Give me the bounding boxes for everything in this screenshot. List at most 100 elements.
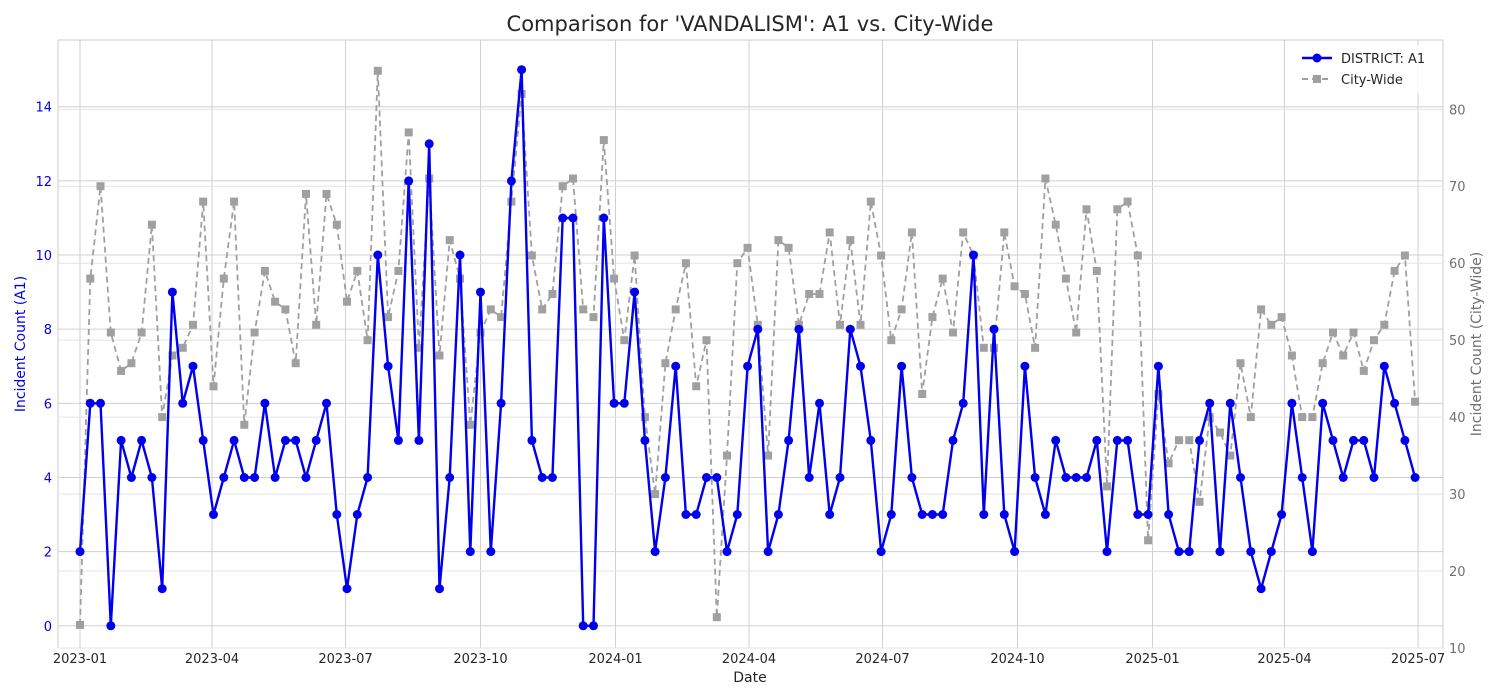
district-point <box>352 510 362 519</box>
city-wide-point <box>1339 351 1348 360</box>
city-wide-point <box>1380 320 1389 329</box>
city-wide-point <box>774 236 783 245</box>
district-point <box>250 473 260 482</box>
x-tick-label: 2023-04 <box>185 652 239 667</box>
district-point <box>619 398 629 408</box>
city-wide-point <box>240 420 249 429</box>
district-point <box>291 435 301 445</box>
district-point <box>1215 547 1225 557</box>
district-point <box>917 510 927 519</box>
city-wide-point <box>1051 220 1060 229</box>
city-wide-point <box>692 382 701 391</box>
district-point <box>75 547 85 557</box>
city-wide-point <box>1257 305 1266 314</box>
city-wide-point <box>445 236 454 245</box>
city-wide-point <box>702 336 711 345</box>
district-point <box>465 547 475 557</box>
district-point <box>1369 473 1379 482</box>
city-wide-point <box>538 305 547 314</box>
city-wide-point <box>1000 228 1009 237</box>
district-point <box>404 176 414 186</box>
district-point <box>1328 435 1338 445</box>
city-wide-point <box>1020 290 1029 298</box>
district-point <box>445 473 455 482</box>
district-point <box>332 510 342 519</box>
city-wide-point <box>599 136 608 145</box>
city-wide-point <box>949 328 957 337</box>
city-wide-point <box>743 243 752 252</box>
city-wide-point <box>620 336 629 345</box>
district-point <box>753 324 763 334</box>
city-wide-point <box>466 420 475 429</box>
city-wide-point <box>302 189 310 198</box>
district-point <box>1338 473 1348 482</box>
city-wide-point <box>640 413 649 422</box>
legend: DISTRICT: A1 City-Wide <box>1292 45 1438 93</box>
city-wide-point <box>846 236 855 245</box>
left-axis-label: Incident Count (A1) <box>13 276 29 412</box>
city-wide-point <box>106 328 115 337</box>
city-wide-point <box>189 320 197 329</box>
right-axis-ticks: 10 20 30 40 50 60 70 80 <box>1449 103 1466 657</box>
city-wide-point <box>1144 536 1153 545</box>
city-wide-point <box>548 290 557 298</box>
left-tick-label: 0 <box>44 620 52 635</box>
district-point <box>1020 361 1030 371</box>
plot-area <box>57 39 1444 649</box>
city-wide-point <box>384 313 393 322</box>
district-point <box>363 473 373 482</box>
city-wide-point <box>1359 366 1368 375</box>
district-point <box>239 473 249 482</box>
district-point <box>1287 398 1297 408</box>
city-wide-point <box>1185 436 1194 445</box>
legend-district-marker <box>1312 53 1322 63</box>
district-point <box>85 398 95 408</box>
district-point <box>660 473 670 482</box>
city-wide-point <box>137 328 146 337</box>
district-point <box>342 584 352 594</box>
city-wide-point <box>979 343 988 352</box>
city-wide-point <box>569 174 577 183</box>
left-tick-label: 4 <box>44 471 52 486</box>
left-tick-label: 10 <box>35 249 52 264</box>
city-wide-point <box>1390 266 1399 275</box>
city-wide-point <box>1061 274 1070 283</box>
left-tick-label: 12 <box>35 175 52 190</box>
left-tick-label: 14 <box>35 101 52 116</box>
city-wide-point <box>1308 413 1317 422</box>
district-point <box>1359 435 1369 445</box>
city-wide-point <box>209 382 218 391</box>
district-point <box>1102 547 1112 557</box>
city-wide-point <box>404 128 413 137</box>
right-tick-label: 60 <box>1449 257 1466 272</box>
district-point <box>393 435 403 445</box>
city-wide-point <box>497 313 506 322</box>
city-wide-point <box>86 274 95 283</box>
district-point <box>743 361 753 371</box>
district-point <box>979 510 989 519</box>
district-point <box>476 287 485 297</box>
right-tick-label: 20 <box>1449 565 1466 580</box>
district-point <box>280 435 290 445</box>
district-point <box>96 398 105 408</box>
district-point <box>167 287 177 297</box>
x-tick-label: 2024-04 <box>722 652 776 667</box>
x-tick-label: 2024-10 <box>990 652 1044 667</box>
city-wide-point <box>76 620 84 629</box>
district-point <box>1061 473 1071 482</box>
district-point <box>260 398 270 408</box>
city-wide-point <box>907 228 916 237</box>
city-wide-series <box>76 66 1420 629</box>
city-wide-point <box>96 182 105 191</box>
legend-city-marker <box>1313 75 1321 83</box>
district-point <box>1040 510 1050 519</box>
district-point <box>763 547 773 557</box>
city-wide-point <box>630 251 639 260</box>
district-point <box>1349 435 1358 445</box>
district-point <box>886 510 896 519</box>
city-wide-point <box>219 274 228 283</box>
district-point <box>558 213 568 223</box>
district-point <box>198 435 208 445</box>
district-point <box>1297 473 1307 482</box>
